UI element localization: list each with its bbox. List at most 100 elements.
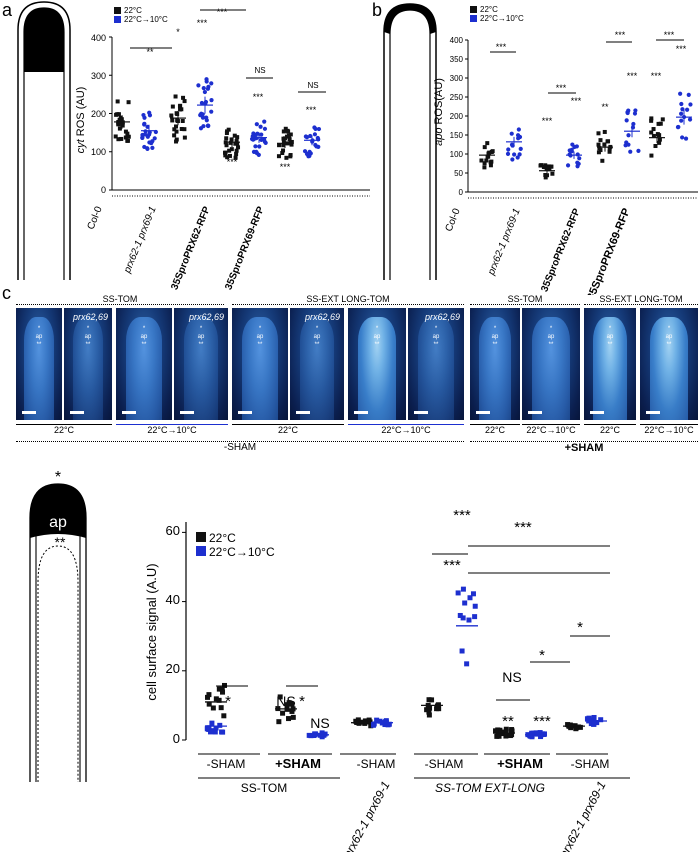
legend-label-ctrl: 22°C (480, 5, 498, 14)
ytick: 50 (454, 169, 463, 178)
data-point (685, 107, 690, 112)
data-point (575, 164, 580, 169)
tube-mark-ap: ap (373, 334, 381, 340)
data-point (169, 113, 174, 118)
sig-mark: *** (453, 507, 471, 524)
data-point (656, 121, 661, 126)
data-point (116, 112, 121, 117)
data-point (679, 111, 684, 116)
data-point (117, 117, 122, 122)
data-point (201, 124, 206, 129)
data-point (172, 127, 177, 132)
sig-mark: * (577, 619, 583, 636)
chart-b: apo ROS(AU) 22°C 22°C→10°C 0 50 100 150 … (433, 5, 698, 295)
data-point (170, 104, 175, 109)
data-point (653, 144, 658, 149)
group-label: prx62-1 prx69-1 (122, 205, 159, 276)
legend-swatch-ctrl (196, 532, 206, 542)
pollen-tube-signal (532, 316, 570, 420)
sig-mark: ** (601, 102, 609, 112)
sig-mark: * (299, 693, 305, 710)
ytick: 150 (450, 131, 464, 140)
sham-label: -SHAM (207, 757, 246, 771)
micrograph: * ap ** (584, 308, 636, 420)
pollen-tube-signal (242, 316, 278, 420)
data-point (209, 109, 214, 114)
data-point (254, 149, 259, 154)
legend-label-cold: 22°C→10°C (209, 545, 275, 559)
data-point (516, 136, 521, 141)
cond-label: 22°C (16, 424, 112, 435)
sig-mark: *** (306, 105, 317, 115)
ytick: 0 (459, 188, 464, 197)
data-point (631, 121, 636, 127)
tube-mark-sub: ** (198, 342, 204, 348)
micrograph: * ap ** prx62,69 (64, 308, 112, 420)
data-point (145, 146, 150, 152)
pollen-tube-signal (299, 316, 335, 420)
data-point (216, 686, 222, 692)
sham-label: +SHAM (275, 756, 321, 771)
data-point (368, 723, 374, 729)
tube-mark-ap: ap (491, 334, 499, 340)
data-point (506, 147, 511, 152)
cond-label: 22°C (232, 424, 344, 435)
pollen-tube-signal (183, 316, 219, 420)
legend-label-cold: 22°C→10°C (480, 14, 524, 23)
data-point (626, 133, 631, 138)
legend-swatch-cold (114, 16, 121, 23)
data-point (258, 124, 263, 129)
ytick: 40 (166, 592, 180, 607)
ytick: 400 (91, 33, 106, 43)
data-point (125, 138, 130, 143)
tube-mark-sub: ** (548, 342, 554, 348)
tube-mark-ap: ap (547, 334, 555, 340)
sig-mark: *** (533, 713, 551, 730)
data-point (660, 117, 665, 122)
pollen-tube-signal (72, 316, 104, 420)
group-minus-sham: -SHAM (16, 441, 464, 453)
tube-mark-sub: ** (314, 342, 320, 348)
data-point (115, 99, 120, 104)
sham-label: -SHAM (425, 757, 464, 771)
data-point (436, 706, 442, 712)
legend-swatch-ctrl (114, 7, 121, 14)
data-point (172, 133, 177, 138)
data-point (429, 697, 435, 703)
scale-bar (590, 411, 604, 414)
data-point (170, 118, 175, 123)
data-point (680, 135, 685, 140)
data-point (217, 722, 223, 728)
data-point (308, 733, 314, 739)
data-point (510, 157, 515, 162)
ytick: 100 (91, 147, 106, 157)
data-point (126, 100, 131, 105)
data-point (565, 163, 571, 168)
group-label: 35SproPRX62-RFP (539, 207, 583, 294)
data-point (233, 141, 238, 146)
data-point (206, 701, 212, 707)
tube-mark-ap: ap (606, 334, 614, 340)
data-point (123, 135, 128, 140)
data-point (213, 725, 219, 731)
tube-mark-tip: * (608, 326, 612, 332)
sig-mark: *** (514, 519, 532, 536)
data-point (290, 714, 296, 720)
data-point (224, 143, 229, 148)
sig-mark: *** (556, 83, 567, 93)
sig-mark: * (225, 693, 231, 710)
data-point (679, 101, 684, 107)
data-point (276, 154, 281, 159)
data-point (288, 153, 293, 158)
data-point (209, 81, 214, 86)
chart-d: cell surface signal (A.U) 0 20 40 60 22°… (144, 507, 630, 852)
data-point (280, 150, 285, 155)
tube-mark-tip: * (493, 326, 497, 332)
data-point (224, 131, 229, 136)
data-point (209, 720, 215, 726)
data-point (233, 155, 238, 160)
data-point (633, 108, 638, 113)
data-point (484, 158, 489, 163)
group-label: 35SproPRX69-RFP (585, 207, 633, 295)
data-point (140, 132, 145, 138)
